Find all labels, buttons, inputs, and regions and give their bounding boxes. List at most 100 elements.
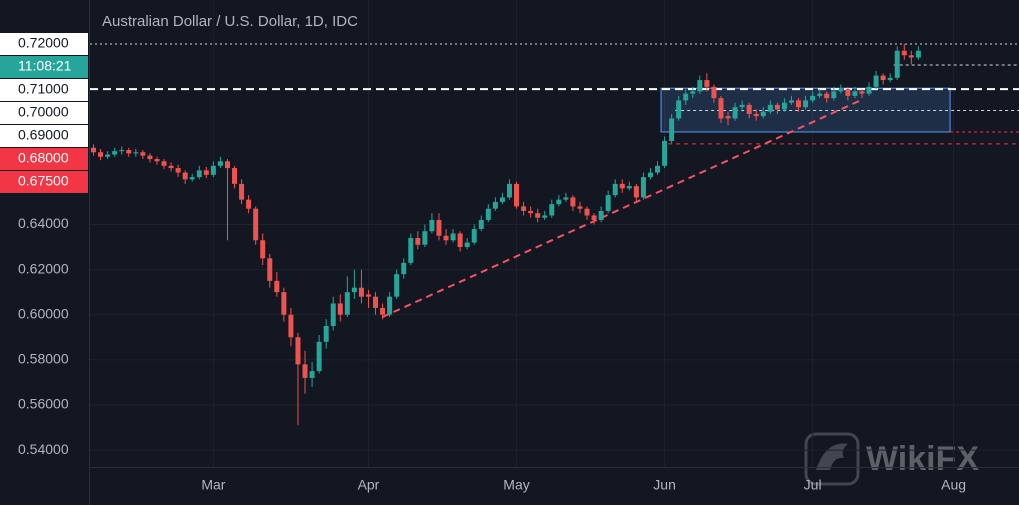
candle-body <box>217 161 223 166</box>
candle-body <box>704 80 710 87</box>
candle-body <box>471 228 477 243</box>
candle-body <box>422 231 428 245</box>
candle-body <box>506 183 512 198</box>
candle-body <box>182 172 188 180</box>
candle-body <box>690 91 696 94</box>
candle-body <box>253 208 259 241</box>
candle-body <box>478 219 484 229</box>
x-tick-label: Jun <box>653 477 676 493</box>
candle-body <box>408 238 414 263</box>
candle-body <box>387 296 393 315</box>
y-tick-label: 0.56000 <box>18 396 69 412</box>
candle-body <box>711 86 717 99</box>
candle-body <box>295 337 301 365</box>
candle-body <box>464 242 470 248</box>
price-label: 0.72000 <box>18 35 69 51</box>
price-label: 0.67500 <box>18 173 69 189</box>
candle-body <box>443 235 449 241</box>
candle-body <box>817 93 823 96</box>
candle-body <box>683 93 689 101</box>
price-label: 0.71000 <box>18 81 69 97</box>
candle-body <box>831 91 837 99</box>
candle-body <box>274 280 280 293</box>
candle-body <box>563 197 569 200</box>
candle-body <box>309 371 315 378</box>
candle-body <box>126 150 132 154</box>
y-tick-label: 0.62000 <box>18 260 69 276</box>
price-label: 0.69000 <box>18 127 69 143</box>
candle-body <box>845 89 851 96</box>
candle-body <box>619 183 625 189</box>
candle-body <box>746 104 752 114</box>
price-label-box <box>0 124 88 147</box>
candle-body <box>323 325 329 342</box>
candle-body <box>232 168 238 184</box>
range-box <box>660 87 951 133</box>
chart-title: Australian Dollar / U.S. Dollar, 1D, IDC <box>102 13 358 30</box>
candle-body <box>612 183 618 196</box>
candle-body <box>669 118 675 142</box>
candle-body <box>316 341 322 372</box>
x-tick-label: Apr <box>358 477 380 493</box>
candle-body <box>210 165 216 175</box>
candle-body <box>365 294 371 297</box>
candle-body <box>140 152 146 156</box>
candle-body <box>852 91 858 96</box>
y-tick-label: 0.54000 <box>18 441 69 457</box>
price-label: 0.70000 <box>18 104 69 120</box>
candle-body <box>880 75 886 81</box>
candle-body <box>887 77 893 81</box>
candle-body <box>351 287 357 293</box>
candle-body <box>436 219 442 236</box>
candle-body <box>499 197 505 202</box>
candle-body <box>633 186 639 198</box>
candle-body <box>429 219 435 232</box>
candle-body <box>281 292 287 315</box>
candle-body <box>535 213 541 218</box>
price-label-box <box>0 147 88 170</box>
price-label-box <box>0 55 88 78</box>
candle-body <box>781 102 787 110</box>
candle-body <box>725 116 731 119</box>
candle-body <box>239 183 245 200</box>
candle-body <box>824 93 830 99</box>
candle-body <box>760 111 766 117</box>
candle-body <box>556 199 562 205</box>
candle-body <box>175 168 181 173</box>
candle-body <box>584 208 590 216</box>
candle-body <box>753 113 759 117</box>
candle-body <box>662 141 668 166</box>
candle-body <box>803 100 809 108</box>
candle-body <box>246 199 252 209</box>
candle-body <box>697 80 703 92</box>
candle-body <box>655 165 661 173</box>
candle-body <box>915 50 921 58</box>
candle-body <box>718 98 724 119</box>
x-tick-label: Aug <box>941 477 966 493</box>
candle-body <box>492 201 498 209</box>
y-tick-label: 0.60000 <box>18 305 69 321</box>
candle-body <box>549 204 555 216</box>
candle-body <box>154 159 160 162</box>
candle-body <box>450 233 456 241</box>
candle-body <box>514 183 520 207</box>
candle-body <box>112 151 118 155</box>
candle-body <box>894 50 900 78</box>
candle-body <box>401 262 407 275</box>
x-tick-label: Mar <box>201 477 225 493</box>
candle-body <box>260 240 266 259</box>
candle-body <box>598 210 604 220</box>
price-label-box <box>0 170 88 193</box>
price-label-box <box>0 32 88 55</box>
candle-body <box>267 258 273 281</box>
candle-body <box>373 296 379 308</box>
candle-body <box>302 364 308 378</box>
candle-body <box>91 147 97 153</box>
candle-body <box>105 154 111 157</box>
x-tick-label: May <box>503 477 529 493</box>
candle-body <box>739 104 745 108</box>
candle-body <box>358 287 364 297</box>
candle-body <box>485 208 491 220</box>
